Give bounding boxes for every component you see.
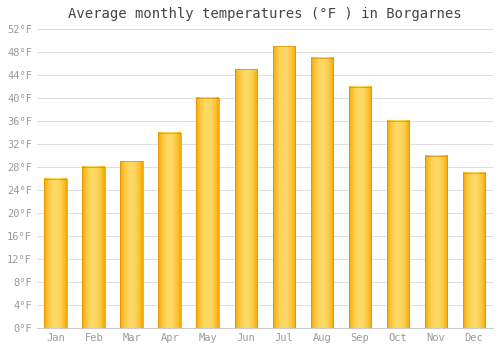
Title: Average monthly temperatures (°F ) in Borgarnes: Average monthly temperatures (°F ) in Bo… bbox=[68, 7, 462, 21]
Bar bbox=[120, 161, 144, 328]
Bar bbox=[424, 156, 448, 328]
Bar bbox=[272, 46, 295, 328]
Bar bbox=[310, 58, 334, 328]
Bar bbox=[44, 178, 67, 328]
Bar bbox=[348, 86, 372, 328]
Bar bbox=[234, 69, 258, 328]
Bar bbox=[386, 121, 409, 328]
Bar bbox=[82, 167, 105, 328]
Bar bbox=[196, 98, 220, 328]
Bar bbox=[158, 133, 182, 328]
Bar bbox=[462, 173, 485, 328]
